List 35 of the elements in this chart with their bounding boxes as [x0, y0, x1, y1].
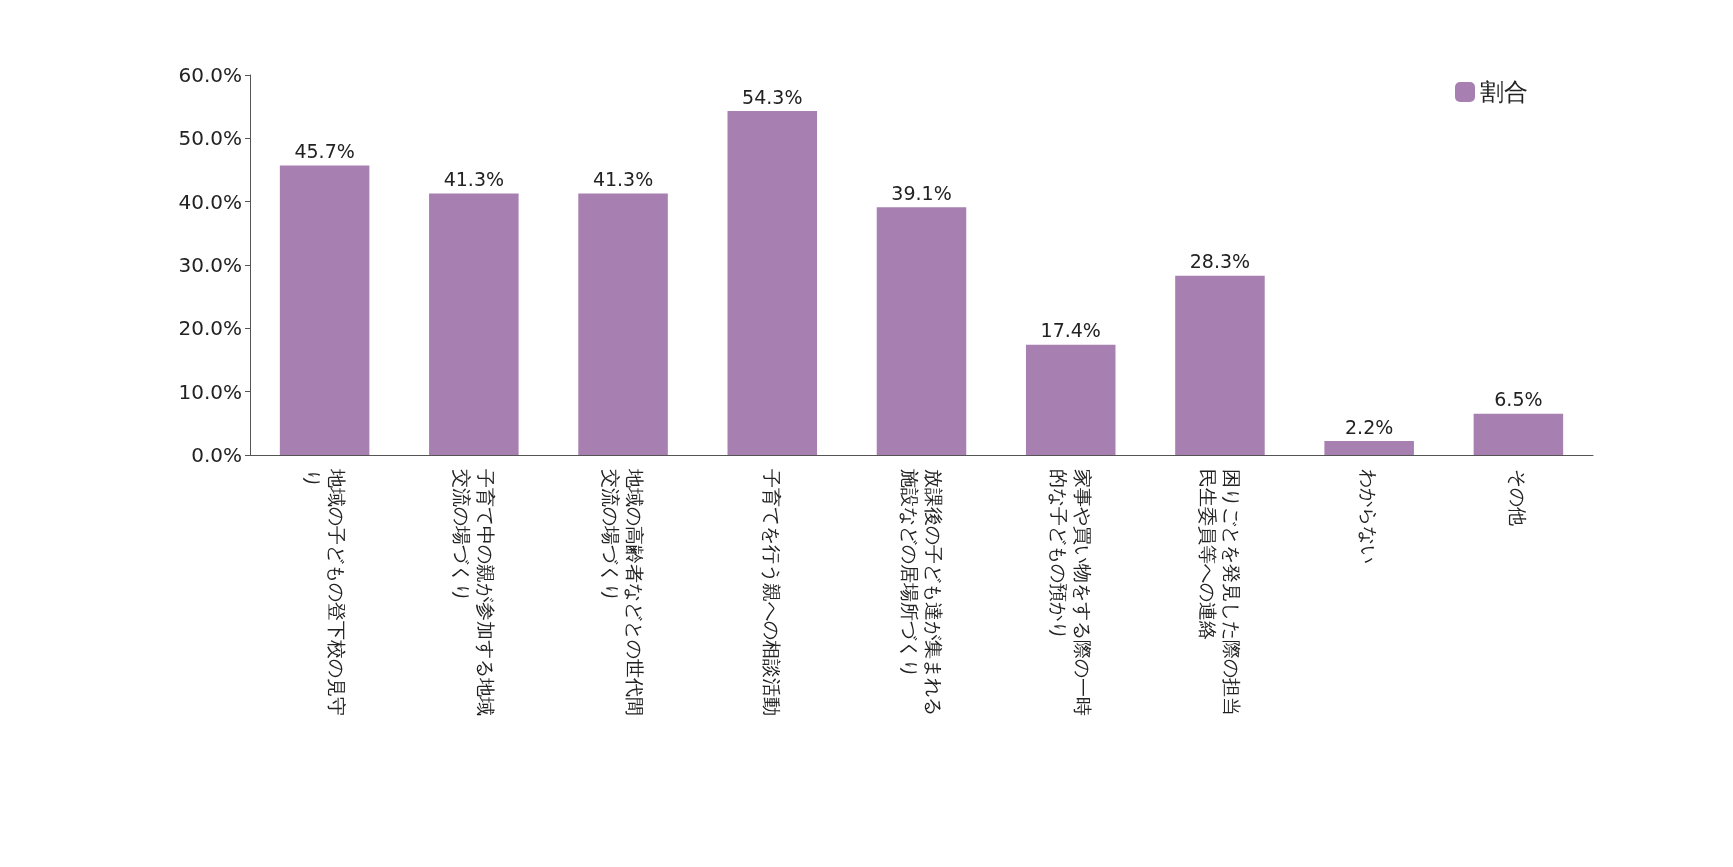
- x-tick-label: 子育て中の親が参加する地域交流の場づくり: [450, 469, 497, 716]
- data-label: 41.3%: [443, 167, 505, 190]
- x-tick-label: 家事や買い物をする際の一時的な子どもの預かり: [1047, 469, 1094, 716]
- y-tick-label: 60.0%: [178, 63, 242, 87]
- y-tick-label: 10.0%: [178, 379, 242, 404]
- x-tick-label: 地域の子どもの登下校の見守り: [301, 468, 348, 716]
- bar: [279, 165, 370, 455]
- bar: [1324, 441, 1414, 455]
- data-label: 28.3%: [1189, 250, 1251, 273]
- data-label: 17.4%: [1040, 319, 1101, 342]
- x-tick-label: 放課後の子ども達が集まれる施設などの居場所づくり: [898, 469, 945, 716]
- bar: [429, 193, 519, 455]
- data-label: 2.2%: [1345, 415, 1394, 438]
- bar: [1175, 275, 1265, 455]
- y-tick-label: 30.0%: [178, 253, 242, 277]
- x-tick-label: 地域の高齢者などとの世代間交流の場づくり: [600, 468, 647, 716]
- x-tick-label: 子育てを行う親への相談活動: [761, 469, 784, 716]
- bar: [727, 111, 818, 455]
- data-label: 45.7%: [294, 140, 355, 163]
- y-tick-label: 50.0%: [178, 126, 242, 151]
- bar: [1473, 413, 1564, 455]
- x-tick-label: わからない: [1358, 469, 1381, 564]
- bar: [578, 193, 668, 455]
- bar: [876, 207, 967, 455]
- x-tick-label: 困りごとを発見した際の担当民生委員等への連絡: [1196, 469, 1243, 716]
- data-label: 41.3%: [592, 167, 654, 190]
- y-tick-label: 0.0%: [191, 443, 242, 467]
- legend-label: 割合: [1480, 78, 1528, 106]
- data-label: 54.3%: [742, 85, 803, 108]
- data-label: 6.5%: [1494, 388, 1543, 411]
- bar: [1025, 344, 1116, 455]
- data-label: 39.1%: [891, 181, 952, 204]
- y-tick-label: 40.0%: [178, 189, 242, 214]
- x-tick-label: その他: [1507, 469, 1530, 526]
- y-tick-label: 20.0%: [178, 316, 242, 341]
